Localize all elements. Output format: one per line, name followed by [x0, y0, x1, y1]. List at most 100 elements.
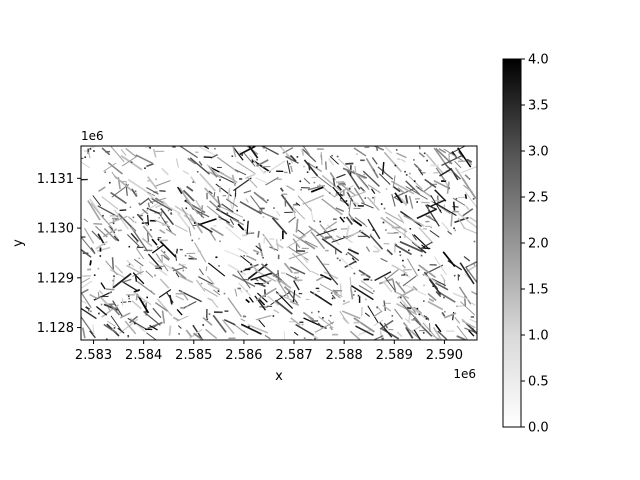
feature-segment — [152, 148, 157, 158]
feature-segment — [353, 317, 375, 333]
feature-speckle — [417, 187, 420, 189]
feature-speckle — [113, 275, 115, 277]
feature-segment — [292, 238, 301, 249]
feature-segment — [380, 216, 397, 229]
feature-segment — [392, 175, 396, 188]
feature-segment — [160, 249, 170, 260]
feature-segment — [227, 188, 231, 202]
feature-segment — [438, 148, 447, 154]
feature-segment — [121, 281, 139, 292]
feature-segment — [163, 255, 170, 261]
feature-segment — [452, 197, 466, 206]
feature-segment — [379, 319, 394, 330]
feature-segment — [441, 311, 446, 317]
feature-speckle — [372, 196, 374, 199]
x-tick-label-3: 2.586 — [225, 348, 262, 363]
feature-segment — [394, 244, 412, 256]
feature-segment — [161, 167, 169, 176]
x-axis-ticks: 2.583 2.584 2.585 2.586 2.587 2.588 2.589 2.590 — [75, 340, 463, 363]
feature-speckle — [243, 255, 245, 257]
feature-segment — [366, 196, 380, 211]
feature-speckle — [314, 229, 316, 231]
feature-speckle — [193, 222, 196, 224]
feature-segment — [433, 180, 450, 189]
feature-segment — [246, 220, 249, 235]
feature-speckle — [314, 337, 316, 340]
feature-segment — [262, 146, 279, 156]
feature-segment — [373, 245, 381, 252]
feature-speckle — [381, 328, 384, 330]
feature-segment — [187, 157, 197, 165]
feature-speckle — [315, 166, 318, 168]
feature-segment — [394, 192, 403, 204]
feature-segment — [267, 295, 280, 306]
feature-speckle — [106, 338, 108, 340]
feature-segment — [297, 195, 312, 212]
feature-speckle — [456, 305, 458, 308]
feature-segment — [292, 252, 311, 273]
feature-segment — [464, 194, 468, 199]
feature-segment — [157, 259, 174, 270]
feature-speckle — [439, 209, 442, 212]
feature-segment — [464, 174, 470, 179]
feature-segment — [336, 173, 346, 179]
feature-speckle — [422, 332, 425, 334]
feature-speckle — [231, 155, 234, 157]
feature-segment — [332, 186, 350, 207]
feature-segment — [422, 322, 439, 340]
feature-segment — [283, 286, 291, 293]
feature-segment — [310, 186, 324, 193]
feature-speckle — [219, 179, 221, 181]
feature-segment — [276, 210, 281, 217]
feature-segment — [245, 298, 250, 304]
feature-segment — [186, 185, 194, 192]
feature-speckle — [395, 243, 397, 246]
feature-speckle — [409, 172, 411, 175]
feature-segment — [318, 183, 335, 197]
feature-speckle — [100, 303, 103, 306]
feature-segment — [189, 214, 204, 234]
feature-speckle — [278, 280, 281, 283]
feature-segment — [275, 292, 296, 303]
feature-speckle — [112, 219, 115, 222]
feature-speckle — [88, 309, 90, 312]
feature-segment — [339, 283, 342, 297]
feature-segment — [83, 218, 89, 223]
feature-segment — [287, 291, 298, 304]
feature-segment — [263, 236, 266, 244]
feature-segment — [211, 299, 219, 309]
feature-segment — [326, 224, 335, 233]
feature-segment — [221, 319, 235, 335]
feature-segment — [240, 255, 252, 265]
feature-segment — [296, 249, 306, 253]
feature-segment — [238, 247, 248, 255]
feature-speckle — [348, 207, 350, 209]
feature-segment — [84, 227, 95, 244]
feature-speckle — [343, 217, 346, 219]
feature-segment — [393, 242, 397, 253]
feature-segment — [450, 212, 454, 227]
feature-segment — [371, 157, 378, 165]
feature-segment — [267, 160, 286, 173]
feature-speckle — [138, 202, 140, 205]
feature-segment — [133, 258, 144, 267]
feature-speckle — [262, 216, 265, 218]
feature-speckle — [273, 207, 275, 209]
feature-speckle — [345, 253, 348, 256]
feature-segment — [188, 254, 198, 261]
feature-segment — [393, 290, 410, 299]
feature-segment — [81, 299, 87, 304]
feature-segment — [129, 315, 139, 324]
feature-speckle — [240, 270, 243, 273]
feature-segment — [108, 225, 119, 239]
feature-segment — [257, 292, 268, 303]
feature-segment — [176, 308, 183, 316]
feature-segment — [150, 197, 173, 212]
feature-segment — [411, 233, 417, 241]
feature-segment — [420, 241, 433, 250]
feature-segment — [343, 229, 364, 240]
feature-segment — [100, 215, 114, 230]
feature-segment — [461, 320, 476, 329]
feature-segment — [452, 292, 469, 301]
feature-segment — [427, 300, 444, 311]
